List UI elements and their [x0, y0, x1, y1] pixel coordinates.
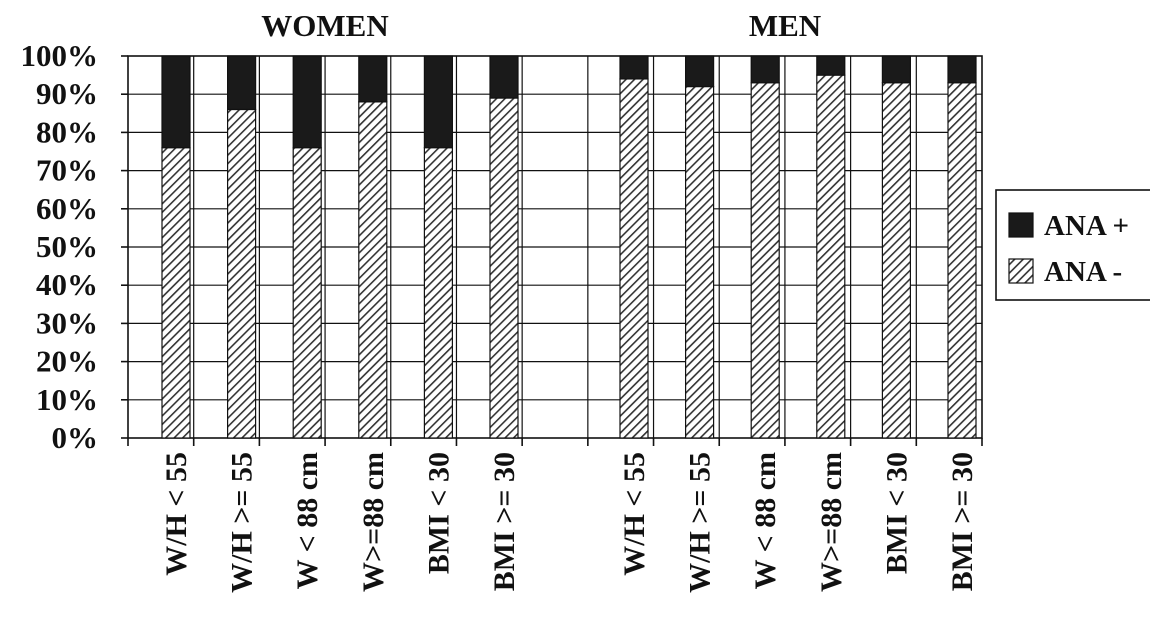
y-tick-label: 50% — [36, 229, 98, 264]
y-tick-label: 80% — [36, 114, 98, 149]
bars — [161, 55, 977, 439]
y-tick-label: 60% — [36, 191, 98, 226]
y-tick-label: 30% — [36, 305, 98, 340]
bar-ana-negative — [947, 82, 977, 439]
category-label: W>=88 cm — [815, 452, 848, 592]
category-label: W>=88 cm — [357, 452, 390, 592]
bar-ana-negative — [489, 97, 519, 439]
category-label: W/H >= 55 — [684, 452, 717, 593]
legend-swatch — [1008, 212, 1034, 238]
bar-ana-positive — [750, 55, 780, 84]
legend: ANA + ANA - — [995, 189, 1150, 301]
category-label: W/H < 55 — [618, 452, 651, 576]
labels: 0%10%20% 30%40%50%60%70% 80%90%100% WOMEN W/… — [21, 8, 980, 593]
bar-ana-positive — [489, 55, 519, 99]
bar-ana-positive — [881, 55, 912, 84]
y-tick-label: 20% — [36, 344, 98, 379]
bar-ana-negative — [750, 82, 780, 439]
bar-ana-positive — [358, 55, 388, 103]
category-label: W/H < 55 — [160, 452, 193, 576]
category-label: W/H >= 55 — [226, 452, 259, 593]
legend-label: ANA - — [1044, 256, 1122, 288]
bar-ana-negative — [619, 78, 649, 439]
bar-ana-negative — [161, 147, 191, 439]
category-label: BMI >= 30 — [488, 452, 521, 591]
category-label: W < 88 cm — [291, 452, 324, 589]
bar-ana-positive — [619, 55, 649, 80]
category-label: BMI >= 30 — [946, 452, 979, 591]
bar-ana-positive — [423, 55, 453, 149]
bar-ana-negative — [684, 85, 715, 439]
bar-ana-positive — [227, 55, 257, 111]
y-tick-label: 10% — [36, 382, 98, 417]
legend-swatch — [1008, 258, 1034, 284]
bar-ana-positive — [161, 55, 191, 149]
bar-ana-positive — [816, 55, 846, 76]
category-label: BMI < 30 — [422, 452, 455, 574]
y-tick-label: 40% — [36, 267, 98, 302]
group-title: MEN — [749, 8, 821, 43]
y-tick-label: 70% — [36, 153, 98, 188]
bar-ana-negative — [423, 147, 453, 439]
bar-ana-negative — [816, 74, 846, 439]
bar-ana-positive — [947, 55, 977, 84]
bar-ana-negative — [358, 101, 388, 439]
bar-ana-negative — [227, 108, 257, 439]
bar-ana-negative — [881, 82, 912, 439]
bar-ana-positive — [292, 55, 322, 149]
y-tick-label: 100% — [21, 38, 99, 73]
bar-ana-negative — [292, 147, 322, 439]
category-label: W < 88 cm — [749, 452, 782, 589]
bar-ana-positive — [684, 55, 715, 88]
category-label: BMI < 30 — [880, 452, 913, 574]
group-title: WOMEN — [261, 8, 388, 43]
y-tick-label: 0% — [52, 420, 99, 455]
legend-label: ANA + — [1044, 210, 1129, 242]
y-tick-label: 90% — [36, 76, 98, 111]
